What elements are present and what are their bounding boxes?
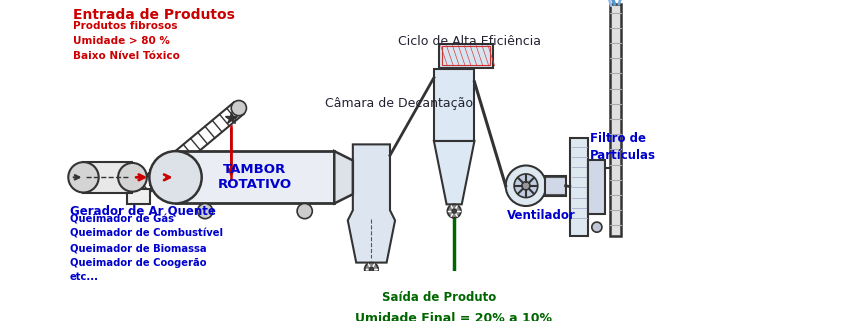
Polygon shape [348,144,395,263]
Bar [609,4,619,236]
Bar [150,170,164,185]
Text: Queimador de Gás
Queimador de Combustível
Queimador de Biomassa
Queimador de Coo: Queimador de Gás Queimador de Combustíve… [70,214,223,282]
Circle shape [446,204,460,218]
Text: Saída de Produto: Saída de Produto [381,291,495,304]
Text: TAMBOR
ROTATIVO: TAMBOR ROTATIVO [218,163,292,191]
Polygon shape [433,141,473,204]
Text: Entrada de Produtos: Entrada de Produtos [73,8,234,22]
Bar [127,189,150,204]
Bar [441,47,489,65]
Bar [587,160,604,214]
Circle shape [452,209,456,213]
Bar [438,44,492,67]
Text: Umidade Final = 20% a 10%: Umidade Final = 20% a 10% [354,312,551,321]
Text: Ciclo de Alta Eficiência: Ciclo de Alta Eficiência [398,35,540,48]
Bar [569,138,587,236]
Bar [84,162,133,193]
Text: Ventilador: Ventilador [506,209,576,222]
Circle shape [68,162,99,193]
Text: Filtro de
Partículas: Filtro de Partículas [589,132,655,162]
Circle shape [521,182,529,190]
Bar [433,69,473,141]
Circle shape [365,263,378,276]
Circle shape [231,100,246,116]
Circle shape [591,222,601,232]
Polygon shape [334,151,353,204]
Circle shape [513,174,537,198]
Circle shape [505,166,545,206]
Text: Produtos fibrosos
Umidade > 80 %
Baixo Nível Tóxico: Produtos fibrosos Umidade > 80 % Baixo N… [73,21,179,61]
Circle shape [297,204,312,219]
Circle shape [130,185,145,200]
Circle shape [197,204,213,219]
Bar [176,151,334,204]
Text: Gerador de Ar Quente: Gerador de Ar Quente [70,204,215,217]
Bar [544,176,565,196]
Text: Câmara de Decantação: Câmara de Decantação [325,97,473,110]
Circle shape [118,163,147,192]
Circle shape [369,267,373,272]
Circle shape [149,151,202,204]
